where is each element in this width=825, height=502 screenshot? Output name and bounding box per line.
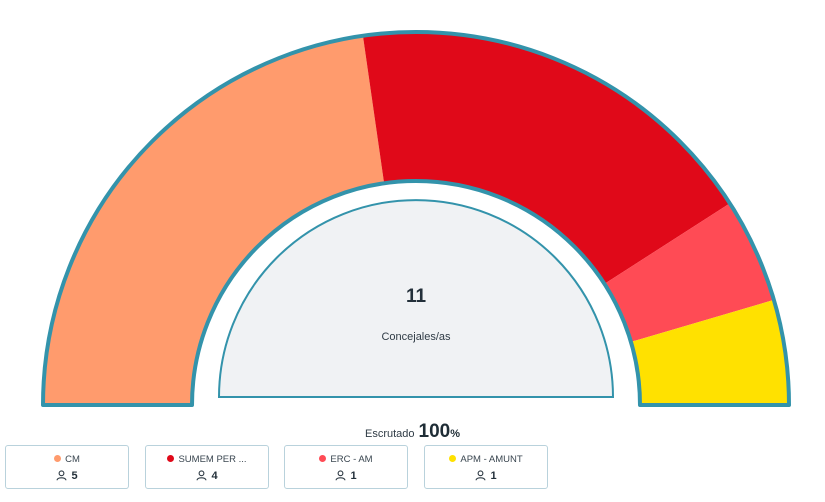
party-color-dot (449, 455, 457, 462)
party-color-dot (54, 455, 62, 462)
legend-seats: 4 (146, 470, 268, 482)
total-seats-label: Concejales/as (381, 331, 451, 343)
user-icon (335, 470, 346, 481)
legend-card-erc[interactable]: ERC - AM 1 (284, 445, 408, 489)
scrutiny-label: Escrutado (364, 428, 415, 440)
seat-segments (43, 32, 789, 406)
scrutiny-status: Escrutado 100% (0, 421, 825, 443)
scrutiny-unit: % (450, 428, 460, 440)
legend-card-apm[interactable]: APM - AMUNT 1 (424, 445, 548, 489)
legend-seats: 5 (6, 470, 128, 482)
total-seats-value: 11 (405, 286, 427, 307)
party-color-dot (319, 455, 327, 462)
legend-seats: 1 (425, 470, 547, 482)
user-icon (56, 470, 67, 481)
user-icon (196, 470, 207, 481)
seat-segment-1[interactable] (43, 35, 385, 406)
scrutiny-value: 100 (418, 421, 451, 442)
legend-card-sumem[interactable]: SUMEM PER ... 4 (145, 445, 269, 489)
legend-name: APM - AMUNT (425, 454, 547, 465)
chart-outlines (41, 30, 791, 407)
inner-semicircle (217, 199, 615, 398)
outer-ring-outline (41, 30, 791, 407)
user-icon (475, 470, 486, 481)
party-color-dot (167, 455, 175, 462)
seat-segment-4[interactable] (630, 299, 789, 405)
legend-card-cm[interactable]: CM 5 (5, 445, 129, 489)
seat-segment-3[interactable] (604, 203, 774, 342)
seat-segment-2[interactable] (362, 32, 730, 284)
legend-name: ERC - AM (285, 454, 407, 465)
legend-name: SUMEM PER ... (146, 454, 268, 465)
legend-name: CM (6, 454, 128, 465)
legend-seats: 1 (285, 470, 407, 482)
